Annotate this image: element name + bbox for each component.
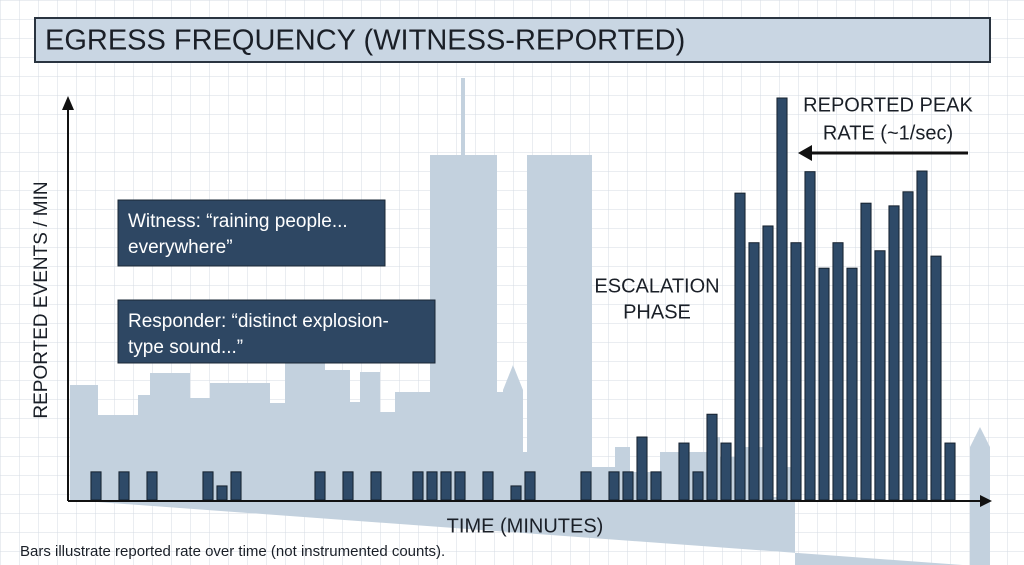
bar — [454, 471, 466, 501]
annotation: REPORTED PEAK — [803, 94, 973, 116]
bar — [720, 442, 732, 501]
bar — [930, 255, 942, 501]
annotation: Witness: “raining people... — [128, 211, 348, 232]
bar — [846, 267, 858, 501]
bar — [580, 471, 592, 501]
x-axis-label: TIME (MINUTES) — [447, 515, 604, 537]
bar — [608, 471, 620, 501]
y-axis-arrow — [62, 96, 74, 110]
bar — [412, 471, 424, 501]
bar — [762, 225, 774, 501]
bar — [202, 471, 214, 501]
bar — [860, 202, 872, 501]
x-axis-arrow — [980, 495, 992, 507]
bar — [636, 436, 648, 501]
bar — [874, 250, 886, 501]
plot — [90, 97, 956, 501]
y-axis-label: REPORTED EVENTS / MIN — [31, 181, 52, 418]
chart-title: EGRESS FREQUENCY (WITNESS-REPORTED) — [45, 25, 685, 57]
bar — [790, 242, 802, 501]
bar — [426, 471, 438, 501]
bar — [622, 471, 634, 501]
responder-box — [117, 299, 436, 364]
annotation: ESCALATION — [594, 275, 719, 297]
bar — [818, 267, 830, 501]
bar — [146, 471, 158, 501]
bar — [706, 413, 718, 501]
annotation: type sound...” — [128, 337, 243, 358]
bar — [370, 471, 382, 501]
footnote: Bars illustrate reported rate over time … — [20, 543, 445, 560]
witness-box — [117, 199, 386, 267]
title-box — [34, 17, 991, 63]
peak-arrow-head — [798, 145, 812, 161]
bar — [230, 471, 242, 501]
bar — [776, 97, 788, 501]
skyline — [70, 78, 990, 565]
bar — [440, 471, 452, 501]
bar — [734, 192, 746, 501]
annotation: everywhere” — [128, 237, 233, 258]
bar — [90, 471, 102, 501]
bar — [804, 171, 816, 501]
bar — [650, 471, 662, 501]
bar — [216, 485, 228, 501]
bar — [832, 242, 844, 501]
annotation: Responder: “distinct explosion- — [128, 311, 389, 332]
bar — [342, 471, 354, 501]
bar — [692, 471, 704, 501]
bar — [118, 471, 130, 501]
bar — [916, 170, 928, 501]
bar — [482, 471, 494, 501]
bar — [888, 205, 900, 501]
bar — [902, 191, 914, 501]
bar — [748, 242, 760, 501]
annotation: PHASE — [623, 301, 691, 323]
bar — [510, 485, 522, 501]
bar — [524, 471, 536, 501]
bar — [678, 442, 690, 501]
bar — [944, 442, 956, 501]
bar — [314, 471, 326, 501]
annotation: RATE (~1/sec) — [823, 122, 953, 144]
